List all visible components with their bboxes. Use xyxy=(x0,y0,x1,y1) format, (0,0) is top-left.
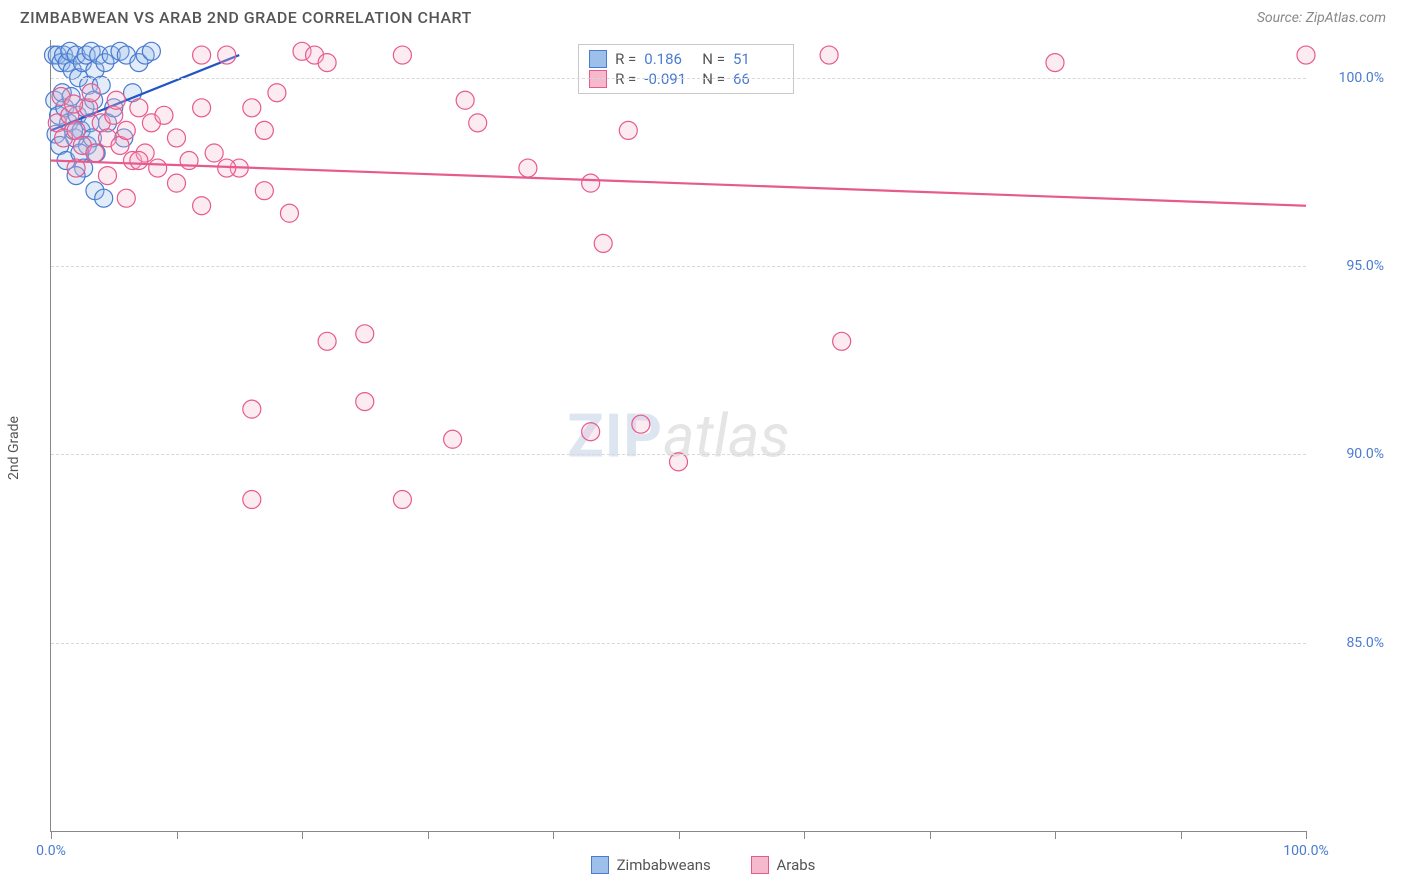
data-point xyxy=(268,84,286,102)
source-label: Source: ZipAtlas.com xyxy=(1257,10,1386,26)
data-point xyxy=(142,42,160,60)
data-point xyxy=(218,46,236,64)
data-point xyxy=(255,121,273,139)
data-point xyxy=(82,84,100,102)
plot-area: ZIPatlas R = 0.186 N = 51 R = -0.091 N =… xyxy=(50,40,1306,832)
data-point xyxy=(205,144,223,162)
bottom-legend: Zimbabweans Arabs xyxy=(0,856,1406,878)
xtick xyxy=(1306,831,1307,839)
legend-item-arabs: Arabs xyxy=(751,856,816,874)
trend-line xyxy=(51,161,1306,206)
data-point xyxy=(193,99,211,117)
data-point xyxy=(356,325,374,343)
data-point xyxy=(130,99,148,117)
gridline-h xyxy=(51,454,1306,455)
data-point xyxy=(193,46,211,64)
data-point xyxy=(117,189,135,207)
data-point xyxy=(318,332,336,350)
n-label: N = xyxy=(702,70,725,88)
r-value-arabs: -0.091 xyxy=(644,70,694,88)
legend-swatch-arabs xyxy=(751,856,769,874)
xtick xyxy=(679,831,680,839)
legend-label-arabs: Arabs xyxy=(777,856,816,874)
swatch-zimbabweans xyxy=(589,50,607,68)
data-point xyxy=(519,159,537,177)
stat-row-zimbabweans: R = 0.186 N = 51 xyxy=(589,49,783,69)
data-point xyxy=(632,415,650,433)
y-axis-label: 2nd Grade xyxy=(6,416,22,480)
legend-label-zimbabweans: Zimbabweans xyxy=(617,856,711,874)
data-point xyxy=(318,54,336,72)
data-point xyxy=(155,106,173,124)
data-point xyxy=(168,129,186,147)
data-point xyxy=(393,46,411,64)
legend-swatch-zimbabweans xyxy=(591,856,609,874)
stat-row-arabs: R = -0.091 N = 66 xyxy=(589,69,783,89)
data-point xyxy=(86,144,104,162)
xtick xyxy=(51,831,52,839)
xtick xyxy=(1055,831,1056,839)
n-label: N = xyxy=(702,50,725,68)
data-point xyxy=(243,99,261,117)
ytick-label: 100.0% xyxy=(1314,70,1384,86)
n-value-arabs: 66 xyxy=(733,70,783,88)
xtick xyxy=(553,831,554,839)
gridline-h xyxy=(51,78,1306,79)
data-point xyxy=(65,95,83,113)
data-point xyxy=(820,46,838,64)
data-point xyxy=(1046,54,1064,72)
data-point xyxy=(180,152,198,170)
data-point xyxy=(833,332,851,350)
xtick xyxy=(177,831,178,839)
ytick-label: 85.0% xyxy=(1314,635,1384,651)
data-point xyxy=(193,197,211,215)
ytick-label: 90.0% xyxy=(1314,446,1384,462)
r-label: R = xyxy=(615,50,636,68)
data-point xyxy=(670,453,688,471)
xtick xyxy=(930,831,931,839)
xtick xyxy=(428,831,429,839)
data-point xyxy=(117,121,135,139)
xtick xyxy=(804,831,805,839)
data-point xyxy=(149,159,167,177)
data-point xyxy=(444,430,462,448)
xtick xyxy=(302,831,303,839)
data-point xyxy=(98,167,116,185)
data-point xyxy=(280,204,298,222)
r-value-zimbabweans: 0.186 xyxy=(644,50,694,68)
r-label: R = xyxy=(615,70,636,88)
data-point xyxy=(356,393,374,411)
data-point xyxy=(594,234,612,252)
data-point xyxy=(243,491,261,509)
chart-header: ZIMBABWEAN VS ARAB 2ND GRADE CORRELATION… xyxy=(0,0,1406,31)
data-point xyxy=(456,91,474,109)
data-point xyxy=(168,174,186,192)
data-point xyxy=(95,189,113,207)
chart-title: ZIMBABWEAN VS ARAB 2ND GRADE CORRELATION… xyxy=(20,8,472,27)
legend-item-zimbabweans: Zimbabweans xyxy=(591,856,711,874)
data-point xyxy=(582,174,600,192)
gridline-h xyxy=(51,266,1306,267)
data-point xyxy=(243,400,261,418)
data-point xyxy=(469,114,487,132)
data-point xyxy=(619,121,637,139)
ytick-label: 95.0% xyxy=(1314,258,1384,274)
swatch-arabs xyxy=(589,70,607,88)
scatter-svg xyxy=(51,40,1306,831)
gridline-h xyxy=(51,643,1306,644)
data-point xyxy=(393,491,411,509)
data-point xyxy=(255,182,273,200)
stat-legend: R = 0.186 N = 51 R = -0.091 N = 66 xyxy=(578,44,794,94)
chart-area: ZIPatlas R = 0.186 N = 51 R = -0.091 N =… xyxy=(50,40,1386,832)
data-point xyxy=(107,91,125,109)
xtick xyxy=(1181,831,1182,839)
data-point xyxy=(1297,46,1315,64)
data-point xyxy=(130,152,148,170)
n-value-zimbabweans: 51 xyxy=(733,50,783,68)
data-point xyxy=(582,423,600,441)
